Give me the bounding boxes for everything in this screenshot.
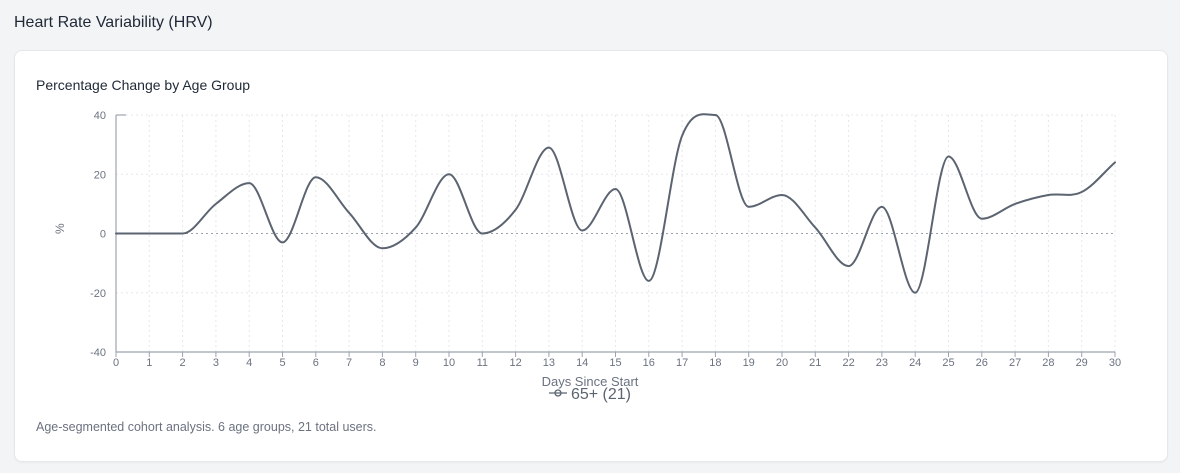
svg-text:21: 21: [809, 357, 821, 369]
svg-text:26: 26: [976, 357, 988, 369]
svg-text:4: 4: [246, 357, 252, 369]
svg-text:15: 15: [609, 357, 621, 369]
svg-text:5: 5: [279, 357, 285, 369]
svg-text:7: 7: [346, 357, 352, 369]
svg-text:11: 11: [477, 357, 488, 369]
svg-text:20: 20: [776, 357, 788, 369]
svg-text:9: 9: [413, 357, 419, 369]
svg-text:30: 30: [1109, 357, 1121, 369]
svg-text:0: 0: [100, 229, 106, 241]
svg-text:-20: -20: [90, 288, 106, 300]
svg-text:23: 23: [876, 357, 888, 369]
svg-text:18: 18: [709, 357, 721, 369]
svg-text:6: 6: [313, 357, 319, 369]
svg-text:16: 16: [643, 357, 655, 369]
svg-text:14: 14: [576, 357, 588, 369]
svg-text:-40: -40: [90, 347, 106, 359]
svg-text:2: 2: [180, 357, 186, 369]
svg-text:13: 13: [543, 357, 555, 369]
svg-text:28: 28: [1042, 357, 1054, 369]
svg-text:3: 3: [213, 357, 219, 369]
svg-text:0: 0: [113, 357, 119, 369]
svg-text:27: 27: [1009, 357, 1021, 369]
svg-text:12: 12: [509, 357, 521, 369]
svg-text:24: 24: [909, 357, 921, 369]
svg-text:8: 8: [379, 357, 385, 369]
svg-text:10: 10: [443, 357, 455, 369]
svg-text:17: 17: [676, 357, 688, 369]
svg-text:1: 1: [146, 357, 152, 369]
svg-text:19: 19: [743, 357, 755, 369]
svg-text:40: 40: [94, 110, 106, 122]
svg-text:20: 20: [94, 169, 106, 181]
svg-text:25: 25: [942, 357, 954, 369]
svg-text:29: 29: [1076, 357, 1088, 369]
svg-text:22: 22: [842, 357, 854, 369]
